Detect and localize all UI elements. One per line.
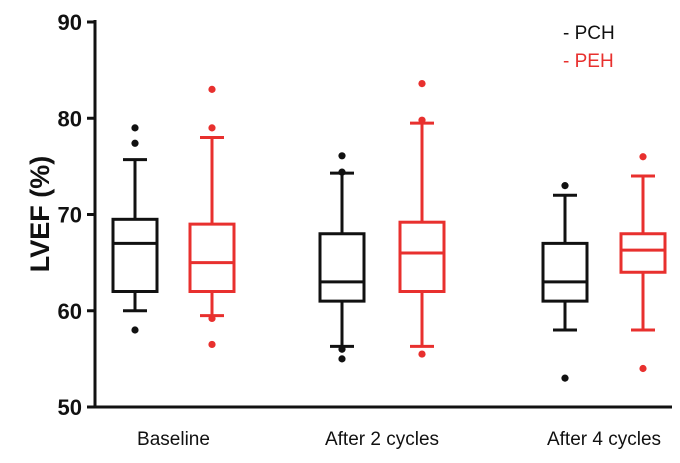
legend-entry-pch: - PCH [563,23,615,44]
x-category-label: After 4 cycles [547,429,661,450]
outlier-point [338,168,346,176]
y-ticks: 50 60 70 80 90 [58,10,95,420]
box-groups [111,80,667,382]
legend: - PCH - PEH [563,23,615,72]
outlier-point [208,85,216,93]
outlier-point [418,350,426,358]
iqr-box [541,241,589,303]
x-category-label: After 2 cycles [325,429,439,450]
outlier-point [338,355,346,363]
box-pch-3 [541,182,589,382]
x-category-label: Baseline [137,429,210,450]
outlier-point [639,153,647,161]
box-peh-3 [619,153,667,373]
iqr-box [188,222,236,293]
outlier-point [418,116,426,124]
outlier-point [208,124,216,132]
outlier-point [338,345,346,353]
iqr-box [318,232,366,303]
outlier-point [131,124,139,132]
outlier-point [418,80,426,88]
box-peh-1 [188,85,236,349]
iqr-box [619,232,667,274]
y-tick-label: 80 [58,106,82,131]
outlier-point [561,374,569,382]
outlier-point [561,182,569,190]
y-axis-title: LVEF (%) [25,156,55,273]
outlier-point [131,139,139,147]
y-tick-label: 60 [58,299,82,324]
y-tick-label: 70 [58,203,82,228]
outlier-point [639,364,647,373]
x-category-labels: Baseline After 2 cycles After 4 cycles [137,429,661,450]
iqr-box [398,220,446,293]
box-pch-1 [111,124,159,334]
outlier-point [208,340,216,349]
y-tick-label: 90 [58,10,82,35]
outlier-point [208,314,216,323]
outlier-point [338,152,346,160]
iqr-box [111,217,159,293]
box-pch-2 [318,152,366,363]
legend-entry-peh: - PEH [563,51,614,72]
box-peh-2 [398,80,446,358]
axes [93,20,672,409]
outlier-point [131,326,139,334]
y-tick-label: 50 [58,395,82,420]
